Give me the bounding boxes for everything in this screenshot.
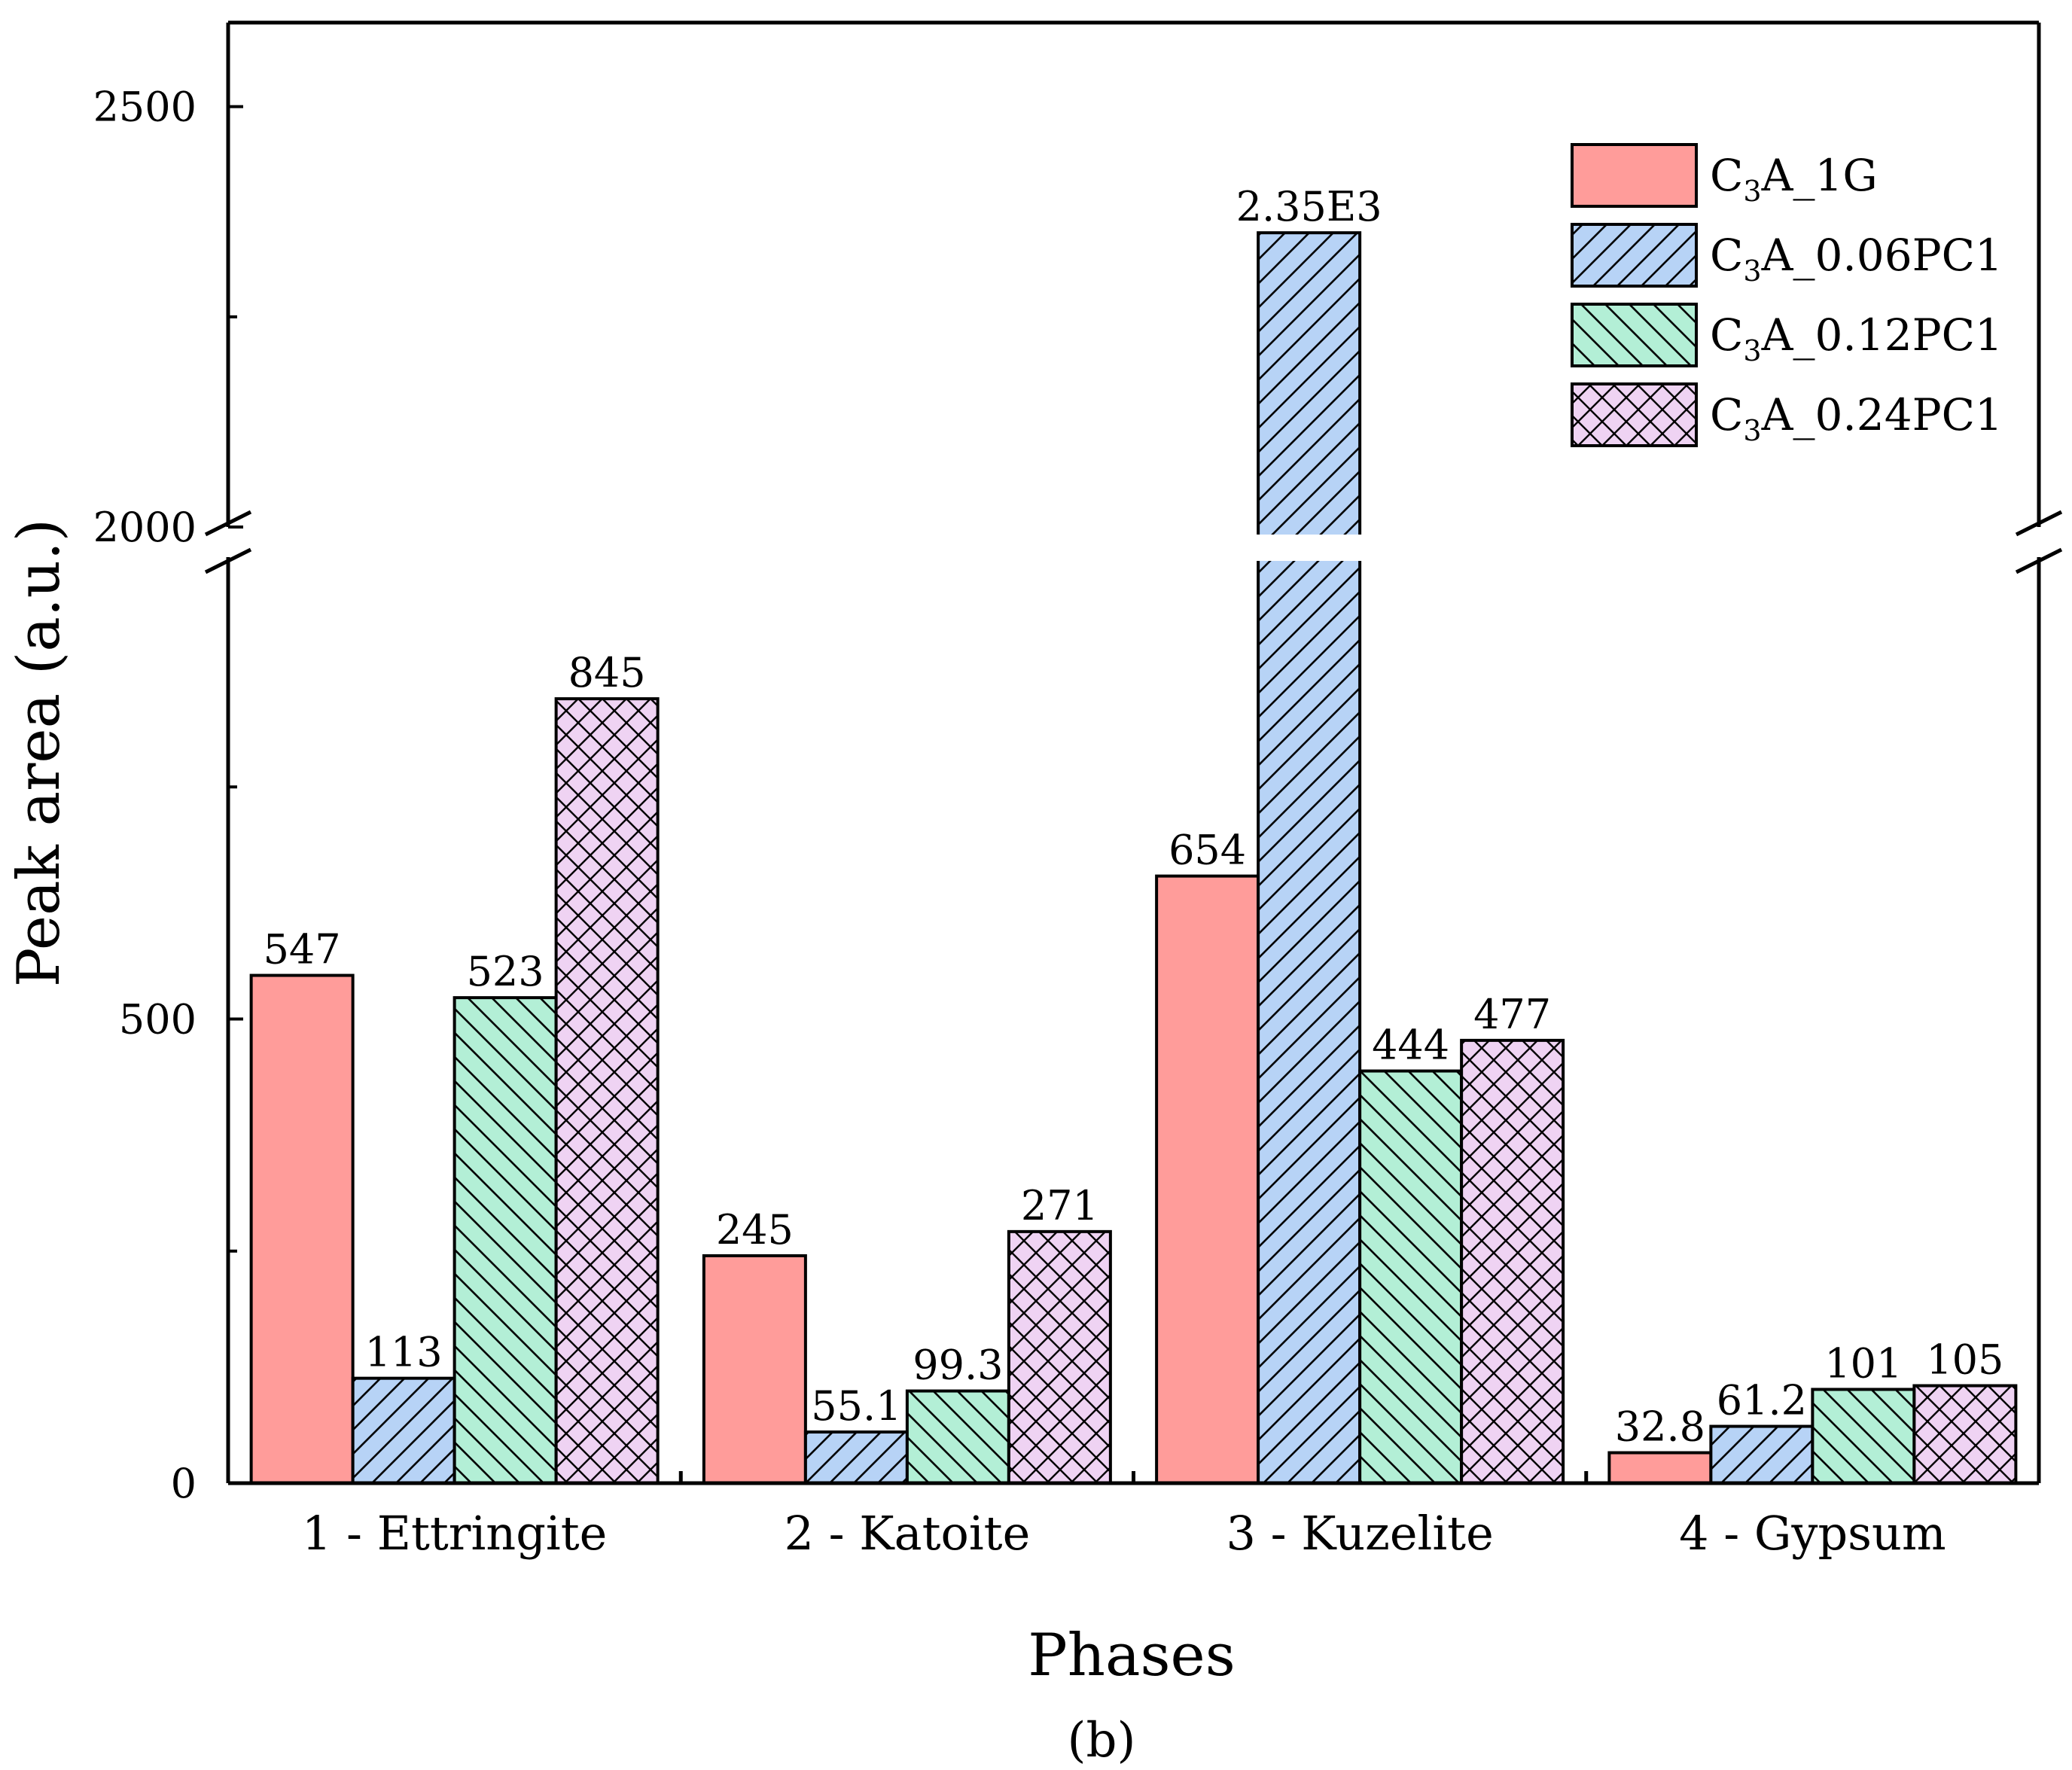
- y-tick-label: 2000: [93, 504, 197, 551]
- bar-4-gypsum-series-1: [1607, 1451, 1713, 1485]
- y-tick-label: 500: [119, 996, 197, 1043]
- data-label: 55.1: [811, 1382, 901, 1430]
- bar-4-gypsum-series-3: [1811, 1388, 1916, 1485]
- data-label: 113: [365, 1329, 443, 1376]
- legend-label: C3A_0.24PC1: [1710, 389, 2003, 447]
- legend-item: C3A_0.12PC1: [1571, 303, 2003, 367]
- data-label: 99.3: [913, 1342, 1003, 1389]
- axis-break-right: [2015, 510, 2063, 574]
- bar-3-kuzelite-series-1: [1155, 874, 1260, 1485]
- legend-item: C3A_1G: [1571, 143, 1878, 208]
- y-tick-label: 0: [171, 1460, 197, 1507]
- data-label: 245: [716, 1206, 794, 1254]
- bar-1-ettringite-series-4: [554, 697, 660, 1485]
- legend-label: C3A_1G: [1710, 150, 1878, 208]
- bar-1-ettringite-series-3: [452, 996, 558, 1485]
- bar-2-katoite-series-1: [702, 1254, 807, 1485]
- bar-4-gypsum-series-4: [1912, 1384, 2018, 1485]
- legend-item: C3A_0.24PC1: [1571, 382, 2003, 447]
- y-axis-ticks: 0 500 2000 2500: [93, 84, 243, 1507]
- legend: C3A_1G C3A_0.06PC1 C3A_0.12PC1 C3A_0.24PC1: [1571, 143, 2003, 447]
- data-label: 444: [1372, 1022, 1449, 1069]
- bars-layer: [249, 231, 2018, 1485]
- value-labels-layer: 547 245 654 32.8 113 55.1 2.35E3 61.2 523 99.3 444…: [264, 183, 2004, 1450]
- y-axis-title: Peak area (a.u.): [5, 519, 73, 987]
- data-label: 32.8: [1615, 1403, 1705, 1451]
- legend-label: C3A_0.12PC1: [1710, 309, 2003, 367]
- data-label: 61.2: [1717, 1377, 1807, 1424]
- bar-3-kuzelite-series-4: [1460, 1038, 1565, 1485]
- data-label: 271: [1021, 1182, 1098, 1229]
- legend-label: C3A_0.06PC1: [1710, 230, 2003, 288]
- x-axis-ticks: 1 - Ettringite 2 - Katoite 3 - Kuzelite 4 -…: [302, 1471, 1946, 1561]
- bar-3-kuzelite-series-3: [1358, 1069, 1464, 1485]
- axis-break-left: [204, 510, 252, 574]
- x-tick-label: 3 - Kuzelite: [1226, 1506, 1493, 1561]
- bar-2-katoite-series-3: [905, 1389, 1010, 1485]
- x-tick-label: 4 - Gypsum: [1679, 1506, 1946, 1561]
- bar-4-gypsum-series-2: [1709, 1424, 1815, 1485]
- data-label: 845: [568, 649, 646, 696]
- data-label: 477: [1473, 991, 1551, 1038]
- data-label: 654: [1169, 827, 1246, 874]
- x-tick-label: 1 - Ettringite: [302, 1506, 607, 1561]
- x-axis-title: Phases: [1028, 1622, 1235, 1689]
- y-tick-label: 2500: [93, 84, 197, 131]
- data-label: 101: [1824, 1339, 1902, 1387]
- data-label: 105: [1926, 1336, 2003, 1384]
- legend-item: C3A_0.06PC1: [1571, 223, 2003, 288]
- bar-2-katoite-series-2: [803, 1430, 909, 1485]
- data-label: 2.35E3: [1236, 183, 1382, 230]
- data-label: 547: [264, 926, 341, 973]
- bar-1-ettringite-series-2: [351, 1376, 456, 1485]
- bar-3-kuzelite-series-2: [1255, 231, 1364, 1485]
- legend-swatch: [1572, 145, 1696, 206]
- data-label: 523: [467, 948, 544, 995]
- bar-1-ettringite-series-1: [249, 973, 355, 1485]
- figure-caption: (b): [1068, 1713, 1136, 1768]
- x-tick-label: 2 - Katoite: [784, 1506, 1030, 1561]
- bar-2-katoite-series-4: [1007, 1229, 1112, 1485]
